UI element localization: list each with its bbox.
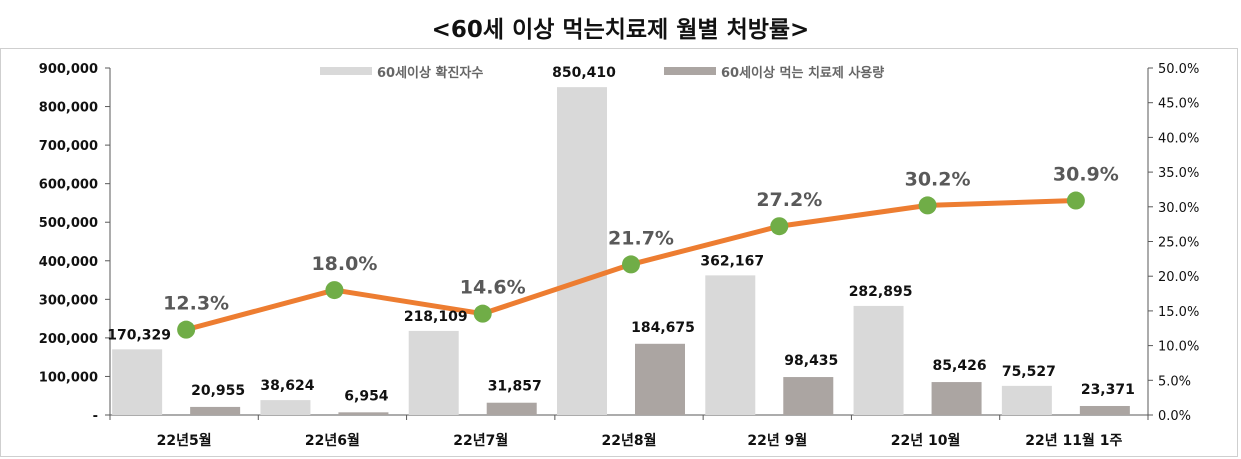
chart-frame <box>0 48 1238 457</box>
legend-swatch-cases <box>320 67 372 75</box>
x-tick-label: 22년5월 <box>157 432 212 449</box>
y-right-tick-label: 40.0% <box>1158 131 1199 146</box>
rate-marker <box>1066 191 1085 210</box>
chart-title: <60세 이상 먹는치료제 월별 처방률> <box>431 17 810 43</box>
data-label-usage: 31,857 <box>488 379 542 395</box>
bar-usage <box>190 406 241 415</box>
data-label-cases: 282,895 <box>849 284 913 300</box>
y-right-tick-label: 5.0% <box>1158 374 1191 389</box>
data-label-cases: 850,410 <box>552 65 616 81</box>
y-right-tick-label: 30.0% <box>1158 201 1199 216</box>
y-right-tick-label: 35.0% <box>1158 166 1199 181</box>
data-label-usage: 20,955 <box>191 383 245 399</box>
rate-marker <box>325 281 344 300</box>
legend-label-usage: 60세이상 먹는 치료제 사용량 <box>721 65 884 81</box>
y-left-tick-label: - <box>93 409 98 424</box>
bars <box>112 87 1130 416</box>
bar-cases <box>1001 385 1052 415</box>
y-right-tick-label: 0.0% <box>1158 409 1191 424</box>
bar-usage <box>1079 405 1130 415</box>
bar-cases <box>705 275 756 415</box>
x-tick-label: 22년 10월 <box>891 432 961 449</box>
rate-label: 27.2% <box>756 189 822 211</box>
y-right-tick-label: 10.0% <box>1158 340 1199 355</box>
rate-marker <box>473 304 492 323</box>
rate-marker <box>177 320 196 339</box>
x-tick-label: 22년6월 <box>305 432 360 449</box>
y-right-tick-label: 15.0% <box>1158 305 1199 320</box>
bar-cases <box>112 349 163 415</box>
y-right-tick-label: 25.0% <box>1158 236 1199 251</box>
bar-usage <box>338 412 389 415</box>
axes: - 100,000 200,000 300,000 400,000 500,000 600,… <box>39 62 1200 449</box>
y-left-tick-label: 400,000 <box>39 255 98 270</box>
x-tick-label: 22년 9월 <box>747 432 807 449</box>
data-label-usage: 85,426 <box>933 358 987 374</box>
data-label-usage: 23,371 <box>1081 382 1135 398</box>
y-left-tick-label: 600,000 <box>39 178 98 193</box>
rate-marker <box>770 217 789 236</box>
y-left-tick-label: 300,000 <box>39 293 98 308</box>
data-label-cases: 362,167 <box>700 253 764 269</box>
rate-label: 18.0% <box>311 253 377 275</box>
legend: 60세이상 확진자수 60세이상 먹는 치료제 사용량 <box>320 65 884 81</box>
y-right-tick-label: 20.0% <box>1158 270 1199 285</box>
y-right-tick-label: 45.0% <box>1158 97 1199 112</box>
rate-label: 30.2% <box>905 168 971 190</box>
rate-line <box>177 191 1085 339</box>
rate-marker <box>622 255 640 274</box>
data-label-usage: 6,954 <box>344 388 389 404</box>
y-left-tick-label: 900,000 <box>39 62 98 77</box>
y-left-tick-label: 700,000 <box>39 139 98 154</box>
legend-swatch-usage <box>664 67 716 75</box>
bar-usage <box>931 382 982 415</box>
y-left-tick-label: 100,000 <box>39 370 98 385</box>
x-tick-label: 22년 11월 1주 <box>1025 432 1122 449</box>
bar-cases <box>408 330 459 415</box>
bar-usage <box>783 377 834 415</box>
rate-label: 30.9% <box>1053 164 1119 186</box>
rate-marker <box>918 196 937 215</box>
data-label-cases: 170,329 <box>107 327 171 343</box>
data-label-cases: 38,624 <box>260 378 314 394</box>
rate-label: 21.7% <box>608 227 674 249</box>
bar-cases <box>260 400 311 415</box>
data-label-usage: 184,675 <box>631 320 695 336</box>
data-label-usage: 98,435 <box>784 353 838 369</box>
rate-label: 14.6% <box>460 277 526 299</box>
legend-label-cases: 60세이상 확진자수 <box>377 65 483 81</box>
y-left-tick-label: 200,000 <box>39 332 98 347</box>
bar-cases <box>557 87 607 416</box>
x-tick-label: 22년7월 <box>453 432 508 449</box>
bar-usage <box>486 402 537 415</box>
y-left-tick-label: 500,000 <box>39 216 98 231</box>
bar-cases <box>853 305 904 415</box>
data-label-cases: 75,527 <box>1002 364 1056 380</box>
rate-label: 12.3% <box>163 293 229 315</box>
data-label-cases: 218,109 <box>404 309 468 325</box>
data-labels: 170,329 20,955 38,624 6,954 218,109 31,857 850… <box>107 65 1135 404</box>
y-left-tick-label: 800,000 <box>39 101 98 116</box>
x-tick-label: 22년8월 <box>602 432 657 449</box>
y-right-tick-label: 50.0% <box>1158 62 1199 77</box>
bar-usage <box>635 343 685 415</box>
